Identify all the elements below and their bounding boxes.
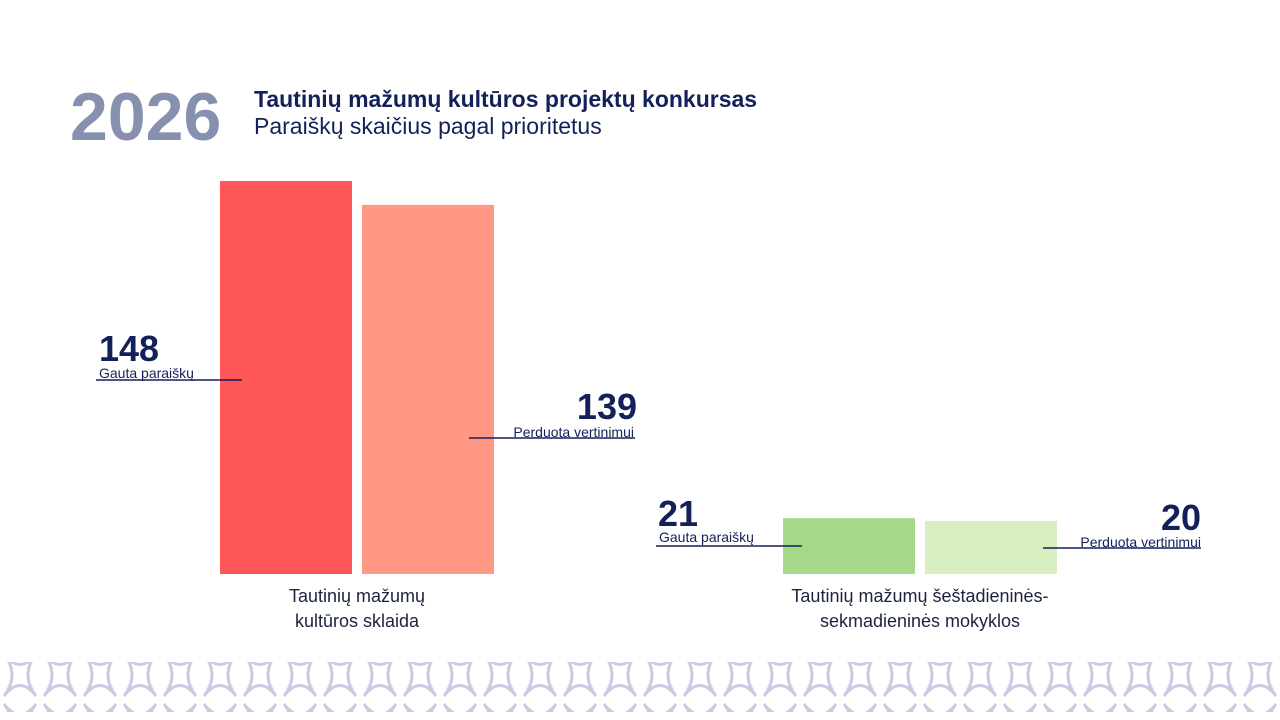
value-label: 139 (577, 386, 637, 427)
ornament-band (0, 662, 1280, 712)
bar (220, 181, 352, 574)
year: 2026 (70, 79, 222, 155)
category-label: Tautinių mažumų šeštadieninės-sekmadieni… (791, 586, 1049, 631)
series-label: Perduota vertinimui (513, 424, 634, 440)
bar (362, 204, 494, 574)
chart-subtitle: Paraiškų skaičius pagal prioritetus (254, 113, 602, 139)
series-label: Gauta paraiškų (99, 365, 194, 381)
series-label: Gauta paraiškų (659, 529, 754, 545)
bar (925, 520, 1057, 574)
value-label: 148 (99, 328, 159, 369)
bar (783, 518, 915, 574)
category-label: Tautinių mažumų kultūros sklaida (288, 586, 426, 631)
value-label: 20 (1161, 497, 1201, 538)
chart-title: Tautinių mažumų kultūros projektų konkur… (254, 86, 758, 112)
series-label: Perduota vertinimui (1080, 534, 1201, 550)
value-label: 21 (658, 493, 698, 534)
